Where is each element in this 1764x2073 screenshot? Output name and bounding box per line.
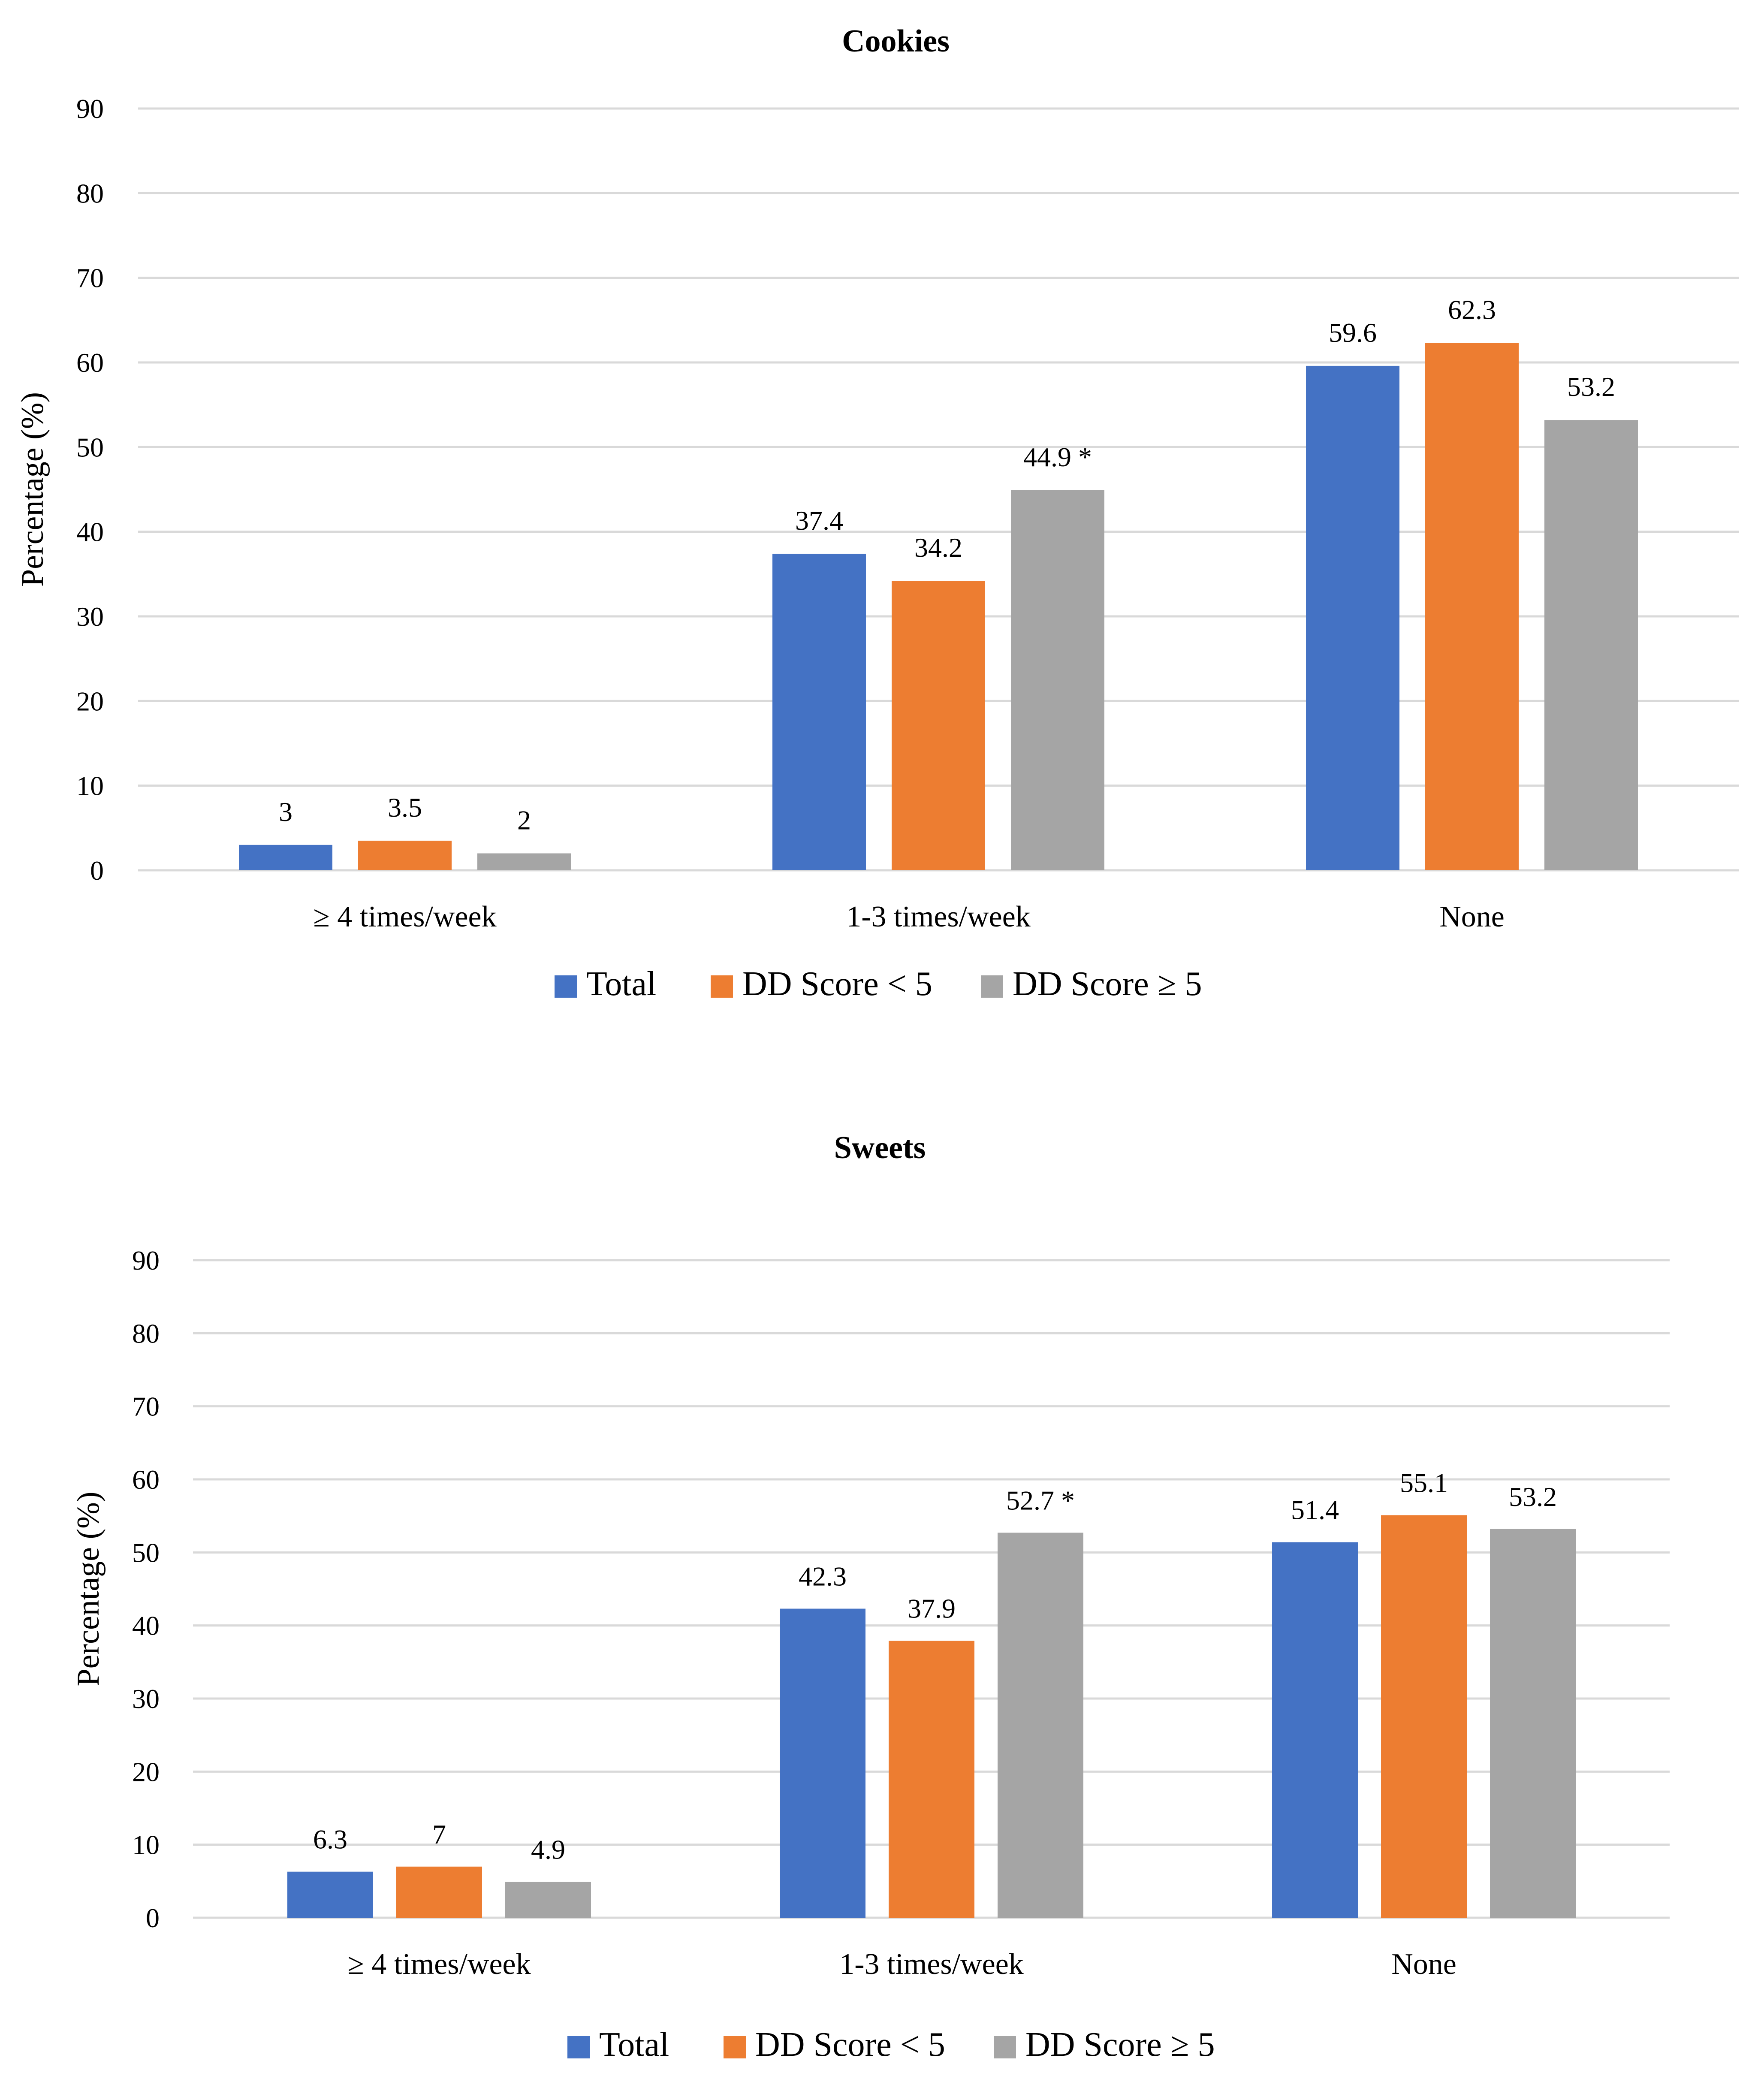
- sweets-legend-swatch: [724, 2036, 746, 2058]
- sweets-legend-label: DD Score ≥ 5: [1025, 2026, 1215, 2064]
- cookies-data-label: 62.3: [1448, 295, 1496, 325]
- sweets-y-tick-label: 60: [132, 1464, 160, 1495]
- cookies-bar-total: [772, 553, 866, 870]
- cookies-data-label: 2: [517, 805, 531, 836]
- cookies-y-tick-label: 60: [76, 347, 104, 378]
- sweets-y-tick-label: 80: [132, 1318, 160, 1349]
- cookies-data-label: 3.5: [388, 792, 422, 823]
- cookies-y-axis-label: Percentage (%): [15, 392, 50, 587]
- cookies-y-tick-label: 40: [76, 517, 104, 547]
- cookies-y-tick-label: 90: [76, 94, 104, 124]
- sweets-chart-title: Sweets: [834, 1130, 926, 1165]
- sweets-y-tick-label: 10: [132, 1830, 160, 1860]
- sweets-data-label: 37.9: [908, 1593, 956, 1623]
- cookies-y-tick-label: 0: [90, 855, 104, 886]
- sweets-chart-svg: Sweets 0 10 20 30 40 50 60 70 80 90 Percentage (%) 6…: [71, 1130, 1670, 2064]
- cookies-bar-dd-5-plus: [477, 853, 571, 870]
- sweets-bar-dd-under-5: [396, 1866, 482, 1918]
- sweets-y-tick-label: 30: [132, 1684, 160, 1714]
- sweets-y-tick-label: 70: [132, 1391, 160, 1422]
- cookies-chart-title: Cookies: [842, 24, 950, 59]
- cookies-legend-label: Total: [586, 965, 656, 1003]
- sweets-data-label: 6.3: [313, 1824, 347, 1855]
- sweets-category-label: 1-3 times/week: [839, 1948, 1024, 1981]
- cookies-category-label: 1-3 times/week: [846, 900, 1031, 933]
- sweets-category-label: ≥ 4 times/week: [347, 1948, 531, 1981]
- cookies-bar-dd-under-5: [1425, 343, 1519, 871]
- sweets-data-label: 4.9: [531, 1835, 565, 1865]
- sweets-y-axis-label: Percentage (%): [71, 1491, 106, 1686]
- sweets-bar-total: [780, 1608, 865, 1918]
- cookies-legend-swatch: [555, 975, 577, 998]
- cookies-data-label: 53.2: [1567, 371, 1615, 402]
- sweets-bar-dd-5-plus: [505, 1882, 591, 1918]
- sweets-data-label: 53.2: [1509, 1482, 1557, 1512]
- sweets-bar-total: [1272, 1542, 1358, 1918]
- sweets-bar-dd-under-5: [1381, 1515, 1467, 1918]
- sweets-legend-swatch: [994, 2036, 1016, 2058]
- sweets-legend-label: Total: [599, 2026, 669, 2064]
- sweets-bar-dd-under-5: [889, 1641, 974, 1918]
- sweets-y-tick-label: 40: [132, 1611, 160, 1641]
- cookies-y-tick-label: 50: [76, 432, 104, 462]
- sweets-legend: Total DD Score < 5 DD Score ≥ 5: [567, 2026, 1215, 2064]
- sweets-data-label: 52.7 *: [1006, 1485, 1075, 1515]
- sweets-legend-swatch: [567, 2036, 590, 2058]
- sweets-bar-dd-5-plus: [1490, 1529, 1576, 1918]
- cookies-data-label: 59.6: [1329, 317, 1377, 348]
- cookies-bar-dd-under-5: [358, 840, 452, 870]
- sweets-data-label: 51.4: [1291, 1494, 1339, 1525]
- sweets-data-label: 55.1: [1400, 1467, 1448, 1498]
- cookies-bar-dd-5-plus: [1011, 490, 1104, 870]
- sweets-category-label: None: [1391, 1948, 1456, 1981]
- cookies-y-tick-label: 70: [76, 263, 104, 293]
- cookies-category-label: ≥ 4 times/week: [313, 900, 496, 933]
- sweets-y-tick-label: 20: [132, 1756, 160, 1787]
- cookies-bar-total: [239, 845, 332, 870]
- cookies-bar-dd-under-5: [892, 581, 985, 870]
- cookies-bar-dd-5-plus: [1544, 420, 1638, 870]
- sweets-y-tick-label: 50: [132, 1537, 160, 1568]
- cookies-chart-svg: Cookies 0 10 20 30 40 50 60 70 80 90 Percentage (%)…: [15, 24, 1739, 1003]
- sweets-y-tick-label: 0: [146, 1903, 160, 1933]
- cookies-chart: Cookies 0 10 20 30 40 50 60 70 80 90 Percentage (%)…: [15, 24, 1739, 1003]
- sweets-bar-total: [287, 1871, 373, 1918]
- cookies-category-label: None: [1439, 900, 1505, 933]
- cookies-data-label: 3: [279, 797, 292, 827]
- cookies-legend-swatch: [711, 975, 733, 998]
- cookies-y-tick-label: 10: [76, 771, 104, 801]
- cookies-legend-swatch: [981, 975, 1003, 998]
- cookies-legend: Total DD Score < 5 DD Score ≥ 5: [555, 965, 1202, 1003]
- cookies-data-label: 44.9 *: [1023, 442, 1092, 472]
- cookies-y-tick-label: 20: [76, 686, 104, 716]
- sweets-data-label: 42.3: [799, 1561, 847, 1591]
- sweets-bar-dd-5-plus: [998, 1533, 1083, 1918]
- cookies-y-tick-label: 30: [76, 601, 104, 632]
- sweets-y-tick-label: 90: [132, 1245, 160, 1276]
- cookies-y-tick-label: 80: [76, 178, 104, 208]
- cookies-data-label: 37.4: [795, 505, 843, 536]
- cookies-bar-total: [1306, 365, 1399, 870]
- cookies-legend-label: DD Score ≥ 5: [1013, 965, 1202, 1003]
- cookies-legend-label: DD Score < 5: [742, 965, 932, 1003]
- cookies-data-label: 34.2: [914, 532, 962, 563]
- sweets-legend-label: DD Score < 5: [755, 2026, 945, 2064]
- sweets-data-label: 7: [432, 1819, 446, 1850]
- sweets-chart: Sweets 0 10 20 30 40 50 60 70 80 90 Percentage (%) 6…: [0, 1111, 1764, 2073]
